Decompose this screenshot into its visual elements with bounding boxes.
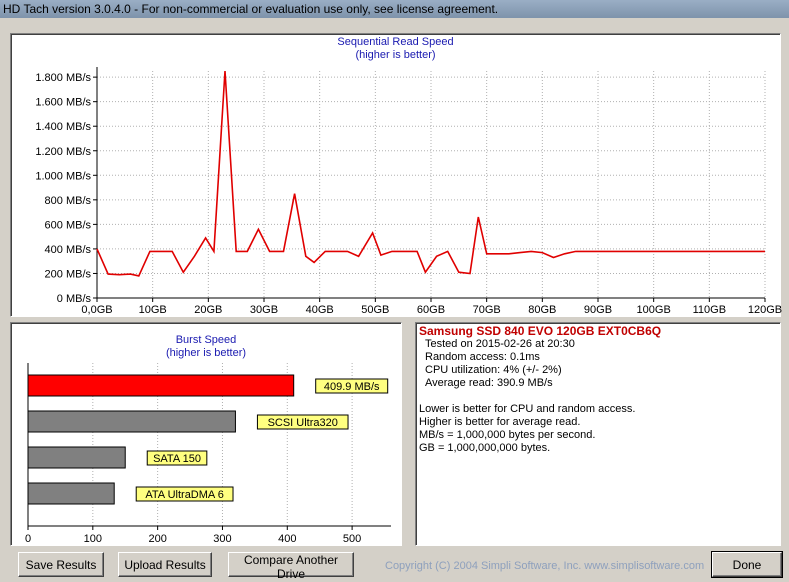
x-tick-label: 50GB: [361, 304, 389, 316]
compare-drive-button[interactable]: Compare Another Drive: [228, 552, 354, 581]
x-tick-label: 300: [213, 533, 231, 545]
bar-label: 409.9 MB/s: [324, 381, 380, 393]
x-tick-label: 500: [343, 533, 361, 545]
burst-bar: [27, 410, 236, 433]
burst-chart-subtitle: (higher is better): [165, 347, 247, 359]
burst-bar: [27, 374, 295, 397]
upload-results-button[interactable]: Upload Results: [118, 552, 212, 577]
x-tick-label: 0: [25, 533, 31, 545]
y-tick-label: 1.800 MB/s: [35, 72, 91, 84]
note-line: MB/s = 1,000,000 bytes per second.: [419, 429, 596, 441]
bar-label: ATA UltraDMA 6: [145, 489, 223, 501]
bar-label: SCSI Ultra320: [268, 417, 338, 429]
bar-label-box: [135, 486, 234, 502]
x-tick-label: 30GB: [250, 304, 278, 316]
note-line: Lower is better for CPU and random acces…: [419, 403, 636, 415]
y-tick-label: 1.000 MB/s: [35, 170, 91, 182]
sequential-chart-title: Sequential Read Speed: [337, 36, 454, 48]
x-tick-label: 40GB: [306, 304, 334, 316]
sequential-read-chart: 0 MB/s 200 MB/s 400 MB/s 600 MB/s 800 MB/s 1.…: [35, 67, 782, 316]
app-client-area: Sequential Read Speed (higher is better)…: [0, 18, 789, 582]
x-tick-label: 0,0GB: [81, 304, 112, 316]
x-tick-label: 400: [278, 533, 296, 545]
sequential-read-panel: Sequential Read Speed (higher is better)…: [10, 33, 782, 317]
note-line: Higher is better for average read.: [419, 416, 581, 428]
burst-speed-chart: 0 100 200 300 400 500 409.9 MB/s SCSI Ultra320 S…: [25, 363, 391, 545]
tested-on: Tested on 2015-02-26 at 20:30: [425, 338, 575, 350]
burst-bar: [27, 482, 115, 505]
y-tick-label: 400 MB/s: [45, 244, 92, 256]
bar-label-box: [146, 450, 208, 466]
x-tick-label: 10GB: [139, 304, 167, 316]
window-title: HD Tach version 3.0.4.0 - For non-commer…: [0, 0, 789, 18]
read-speed-line: [96, 70, 765, 277]
y-tick-label: 600 MB/s: [45, 219, 92, 231]
bar-label: SATA 150: [153, 453, 201, 465]
cpu-utilization: CPU utilization: 4% (+/- 2%): [425, 364, 562, 376]
save-results-button[interactable]: Save Results: [18, 552, 104, 577]
x-tick-label: 200: [148, 533, 166, 545]
x-tick-label: 100: [84, 533, 102, 545]
y-tick-label: 1.400 MB/s: [35, 121, 91, 133]
burst-chart-title: Burst Speed: [175, 334, 237, 346]
bar-label-box: [256, 414, 349, 430]
y-tick-label: 800 MB/s: [45, 195, 92, 207]
done-button[interactable]: Done: [711, 551, 783, 578]
burst-speed-panel: Burst Speed (higher is better) 0 100 200 30…: [10, 322, 402, 546]
copyright-text: Copyright (C) 2004 Simpli Software, Inc.…: [385, 560, 705, 572]
x-tick-label: 80GB: [528, 304, 556, 316]
y-tick-label: 1.200 MB/s: [35, 146, 91, 158]
x-tick-label: 90GB: [584, 304, 612, 316]
bar-label-box: [315, 378, 389, 394]
y-tick-label: 1.600 MB/s: [35, 97, 91, 109]
drive-info-panel: Samsung SSD 840 EVO 120GB EXT0CB6Q Teste…: [415, 322, 781, 546]
x-tick-label: 120GB: [748, 304, 782, 316]
burst-bar: [27, 446, 126, 469]
y-tick-label: 0 MB/s: [57, 293, 92, 305]
note-line: GB = 1,000,000,000 bytes.: [419, 442, 551, 454]
x-tick-label: 100GB: [637, 304, 671, 316]
drive-name: Samsung SSD 840 EVO 120GB EXT0CB6Q: [419, 324, 662, 338]
y-tick-label: 200 MB/s: [45, 268, 92, 280]
random-access: Random access: 0.1ms: [425, 351, 540, 363]
x-tick-label: 20GB: [194, 304, 222, 316]
average-read: Average read: 390.9 MB/s: [425, 377, 553, 389]
x-tick-label: 110GB: [693, 304, 726, 316]
x-tick-label: 70GB: [473, 304, 501, 316]
sequential-chart-subtitle: (higher is better): [355, 49, 436, 61]
x-tick-label: 60GB: [417, 304, 445, 316]
